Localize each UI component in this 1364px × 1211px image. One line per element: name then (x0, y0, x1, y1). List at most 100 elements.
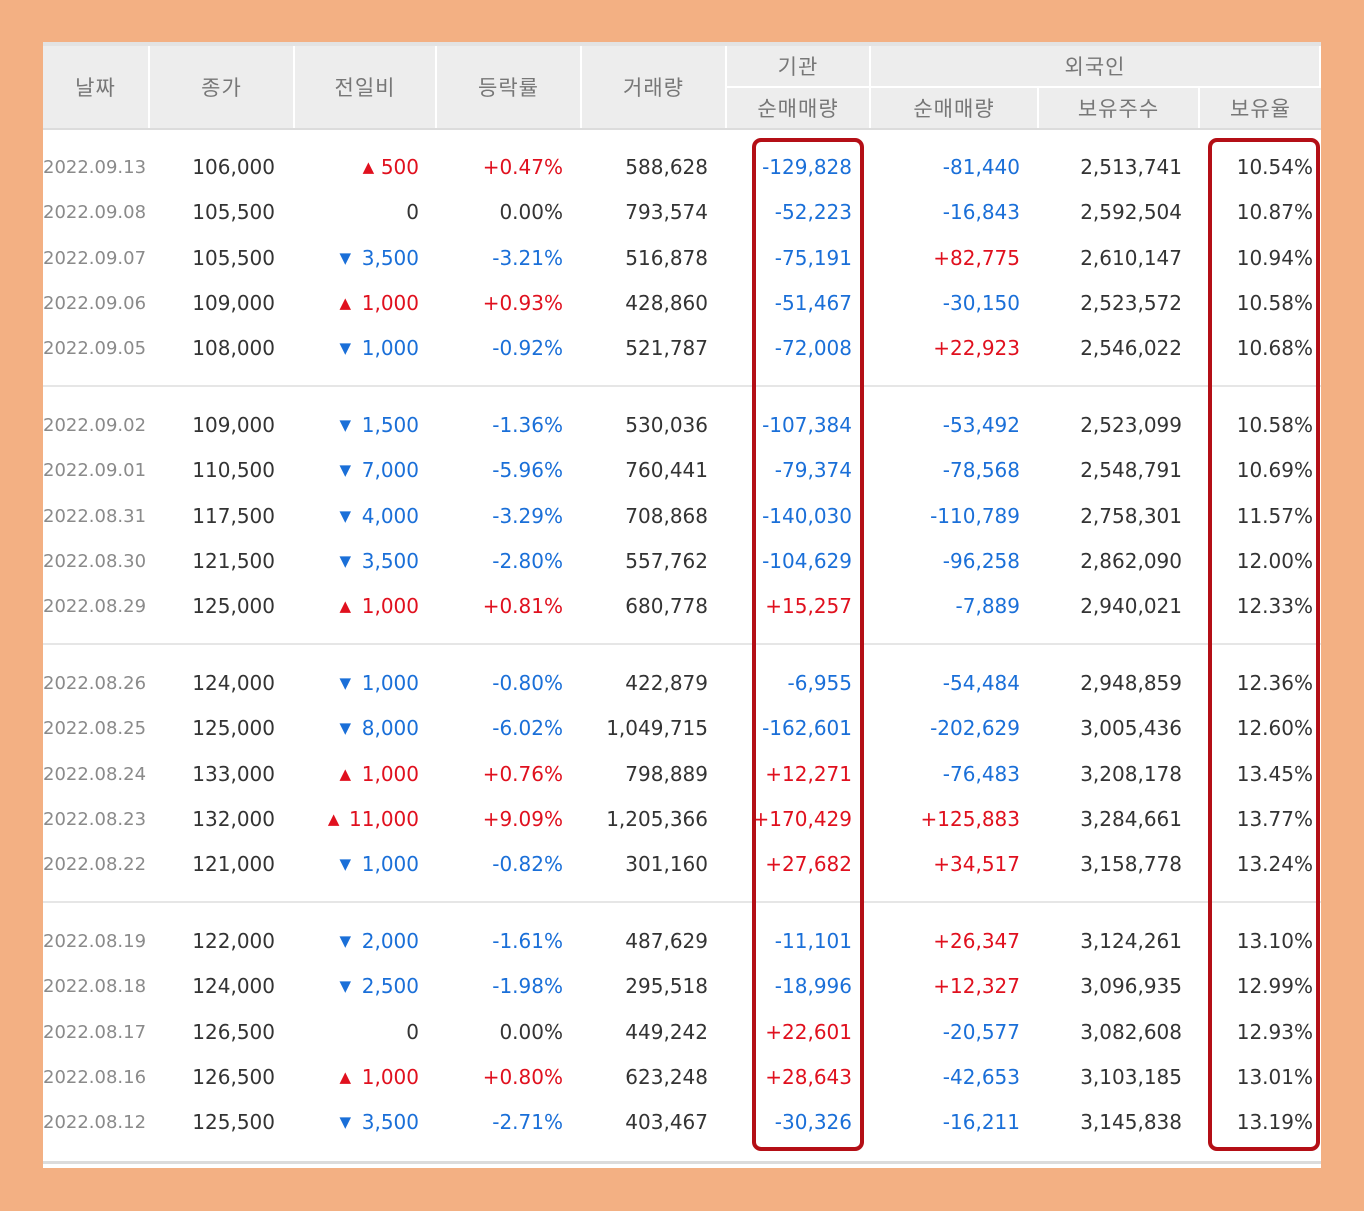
row-foreign-holdings: 2,523,572 (1080, 291, 1182, 315)
row-volume: 760,441 (625, 458, 708, 482)
row-institution-net: -104,629 (762, 549, 852, 573)
row-change-rate: -1.98% (492, 974, 563, 998)
row-foreign-holdings: 2,940,021 (1080, 594, 1182, 618)
row-foreign-holdings: 3,124,261 (1080, 929, 1182, 953)
row-date: 2022.09.02 (43, 415, 147, 436)
row-close-price: 106,000 (192, 155, 275, 179)
row-foreign-ratio: 13.01% (1236, 1065, 1313, 1089)
stock-trading-table: 날짜 종가 전일비 등락률 거래량 기관 순매매량 외국인 순매매량 보유주수 … (43, 42, 1321, 1168)
row-institution-net: -6,955 (787, 671, 852, 695)
group-divider (43, 643, 1321, 645)
down-triangle-icon: ▼ (339, 977, 351, 995)
row-change: 1,500 (361, 413, 419, 437)
row-date: 2022.08.12 (43, 1112, 147, 1133)
row-date: 2022.08.26 (43, 673, 147, 694)
row-change-rate: -3.21% (492, 246, 563, 270)
header-institution-group: 기관 (727, 46, 871, 88)
row-institution-net: +28,643 (765, 1065, 852, 1089)
row-institution-net: -30,326 (774, 1110, 852, 1134)
row-change-rate: -3.29% (492, 504, 563, 528)
row-date: 2022.09.07 (43, 248, 147, 269)
table-row: 2022.08.18 124,000 2,500 ▼ -1.98% 295,518 -18,… (43, 964, 1321, 1009)
down-triangle-icon: ▼ (339, 552, 351, 570)
row-institution-net: -79,374 (774, 458, 852, 482)
row-foreign-net: +12,327 (933, 974, 1020, 998)
row-volume: 530,036 (625, 413, 708, 437)
row-institution-net: -129,828 (762, 155, 852, 179)
header-date: 날짜 (43, 46, 150, 130)
header-foreign-ratio: 보유율 (1200, 88, 1321, 130)
row-institution-net: +22,601 (765, 1020, 852, 1044)
row-foreign-net: -202,629 (930, 716, 1020, 740)
row-change-rate: -2.71% (492, 1110, 563, 1134)
row-foreign-net: +125,883 (920, 807, 1020, 831)
row-institution-net: -52,223 (774, 200, 852, 224)
row-close-price: 125,000 (192, 594, 275, 618)
row-foreign-net: -16,843 (942, 200, 1020, 224)
row-close-price: 126,500 (192, 1020, 275, 1044)
header-diff: 전일비 (295, 46, 437, 130)
row-institution-net: -72,008 (774, 336, 852, 360)
top-rule (43, 42, 1321, 46)
row-volume: 623,248 (625, 1065, 708, 1089)
row-change: 4,000 (361, 504, 419, 528)
header-close: 종가 (150, 46, 295, 130)
row-institution-net: +27,682 (765, 852, 852, 876)
row-date: 2022.08.18 (43, 976, 147, 997)
row-foreign-holdings: 3,005,436 (1080, 716, 1182, 740)
down-triangle-icon: ▼ (339, 719, 351, 737)
row-date: 2022.09.01 (43, 460, 147, 481)
row-change-rate: +0.93% (482, 291, 563, 315)
row-change: 1,000 (361, 336, 419, 360)
header-institution-net: 순매매량 (727, 88, 871, 130)
row-foreign-ratio: 13.45% (1236, 762, 1313, 786)
row-volume: 422,879 (625, 671, 708, 695)
row-foreign-net: +34,517 (933, 852, 1020, 876)
row-foreign-net: -76,483 (942, 762, 1020, 786)
row-foreign-net: -16,211 (942, 1110, 1020, 1134)
row-change: 11,000 (349, 807, 419, 831)
row-foreign-ratio: 10.87% (1236, 200, 1313, 224)
row-date: 2022.09.13 (43, 157, 147, 178)
up-triangle-icon: ▲ (327, 810, 340, 828)
row-change-rate: 0.00% (499, 1020, 563, 1044)
row-foreign-net: -81,440 (942, 155, 1020, 179)
row-close-price: 126,500 (192, 1065, 275, 1089)
table-row: 2022.09.13 106,000 500 ▲ +0.47% 588,628 -129,8… (43, 145, 1321, 190)
row-institution-net: -162,601 (762, 716, 852, 740)
row-date: 2022.08.19 (43, 931, 147, 952)
row-date: 2022.09.05 (43, 338, 147, 359)
foreign-ratio-highlight-box (1208, 138, 1320, 1151)
row-close-price: 122,000 (192, 929, 275, 953)
row-foreign-ratio: 10.69% (1236, 458, 1313, 482)
row-close-price: 124,000 (192, 671, 275, 695)
table-row: 2022.09.01 110,500 7,000 ▼ -5.96% 760,441 -79,… (43, 448, 1321, 493)
row-foreign-holdings: 2,862,090 (1080, 549, 1182, 573)
row-institution-net: +15,257 (765, 594, 852, 618)
row-volume: 557,762 (625, 549, 708, 573)
row-foreign-net: -30,150 (942, 291, 1020, 315)
table-row: 2022.08.12 125,500 3,500 ▼ -2.71% 403,467 -30,… (43, 1100, 1321, 1145)
row-volume: 588,628 (625, 155, 708, 179)
row-change: 0 (406, 1020, 419, 1044)
row-institution-net: +170,429 (752, 807, 852, 831)
row-foreign-ratio: 12.60% (1236, 716, 1313, 740)
row-foreign-ratio: 10.94% (1236, 246, 1313, 270)
row-foreign-net: -20,577 (942, 1020, 1020, 1044)
row-foreign-holdings: 3,208,178 (1080, 762, 1182, 786)
up-triangle-icon: ▲ (339, 1068, 351, 1086)
row-change: 3,500 (361, 549, 419, 573)
row-change-rate: -1.36% (492, 413, 563, 437)
down-triangle-icon: ▼ (339, 339, 351, 357)
table-row: 2022.08.23 132,000 11,000 ▲ +9.09% 1,205,366 +… (43, 797, 1321, 842)
row-foreign-holdings: 3,158,778 (1080, 852, 1182, 876)
row-close-price: 125,000 (192, 716, 275, 740)
row-change-rate: -0.92% (492, 336, 563, 360)
down-triangle-icon: ▼ (339, 1113, 351, 1131)
row-change: 0 (406, 200, 419, 224)
row-volume: 295,518 (625, 974, 708, 998)
row-close-price: 124,000 (192, 974, 275, 998)
row-volume: 798,889 (625, 762, 708, 786)
row-foreign-holdings: 3,096,935 (1080, 974, 1182, 998)
table-row: 2022.08.22 121,000 1,000 ▼ -0.82% 301,160 +27,… (43, 842, 1321, 887)
